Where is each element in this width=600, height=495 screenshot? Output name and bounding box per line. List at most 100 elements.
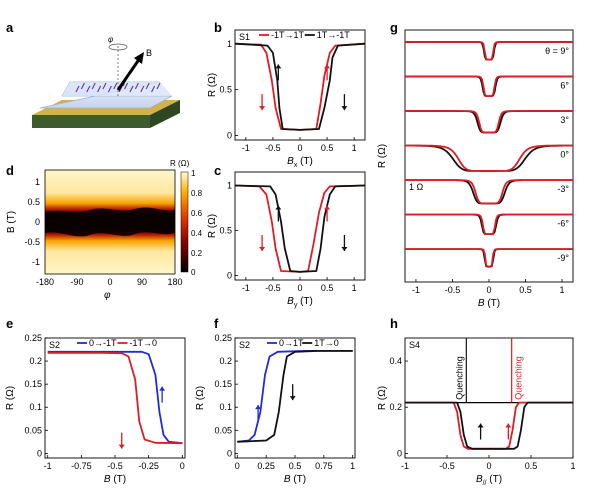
spin-arrow xyxy=(97,85,102,93)
angle-label: 6° xyxy=(560,81,569,91)
plot-frame xyxy=(234,171,366,281)
x-tick-label: -0.5 xyxy=(265,283,281,293)
sweep-arrowhead xyxy=(341,247,348,251)
x-tick-label: -1 xyxy=(242,143,250,153)
y-tick-label: 0 xyxy=(397,448,402,458)
legend-label: 1T→0 xyxy=(314,338,339,348)
series-line-black xyxy=(234,42,366,131)
angle-curve-red xyxy=(405,179,573,205)
x-tick-label: -0.5 xyxy=(265,143,281,153)
x-tick-label: 0.5 xyxy=(519,285,532,295)
spin-arrow xyxy=(102,82,107,90)
x-tick-label: 0 xyxy=(297,283,302,293)
sweep-arrowhead xyxy=(505,423,512,428)
sweep-arrowhead xyxy=(159,386,166,391)
sample-label: S2 xyxy=(239,340,250,350)
heatmap-ylabel: B (T) xyxy=(6,211,17,233)
y-axis-label: R (Ω) xyxy=(377,386,388,410)
colorbar-tick: 0.2 xyxy=(191,249,203,258)
spin-arrow xyxy=(80,82,85,90)
x-tick-label: 0 xyxy=(180,461,185,471)
x-tick-label: -1 xyxy=(44,461,52,471)
heatmap-ytick: 0.5 xyxy=(27,197,40,207)
angle-curve-red xyxy=(405,110,573,134)
sample-label: S4 xyxy=(409,340,420,350)
x-tick-label: 0.75 xyxy=(315,461,333,471)
field-label: B xyxy=(146,48,152,58)
x-tick-label: -0.5 xyxy=(445,285,461,295)
heatmap-ytick: -0.5 xyxy=(24,237,40,247)
sweep-arrowhead xyxy=(477,423,484,428)
y-tick-label: 1 xyxy=(227,39,232,49)
angle-label: -6° xyxy=(557,219,569,229)
sample-label: S1 xyxy=(239,32,250,42)
spin-arrow xyxy=(75,85,80,93)
spin-arrow xyxy=(145,82,150,90)
angle-label: 3° xyxy=(560,115,569,125)
spin-texture xyxy=(75,82,161,93)
y-axis-label: R (Ω) xyxy=(377,144,388,168)
angle-label: 0° xyxy=(560,150,569,160)
y-tick-label: 0.15 xyxy=(24,379,42,389)
x-axis-label: Bx (T) xyxy=(287,156,313,169)
angle-curve-red xyxy=(405,75,573,97)
y-tick-label: 0.2 xyxy=(29,356,42,366)
x-tick-label: 0.5 xyxy=(321,283,334,293)
y-tick-label: 0 xyxy=(227,448,232,458)
x-tick-label: 0 xyxy=(297,143,302,153)
sample-label: S2 xyxy=(49,340,60,350)
angle-curve-red xyxy=(405,248,573,268)
y-tick-label: 1 xyxy=(227,181,232,191)
y-tick-label: 0 xyxy=(37,448,42,458)
y-tick-label: 0.25 xyxy=(214,333,232,343)
x-tick-label: -0.5 xyxy=(439,461,455,471)
series-line-blue xyxy=(47,350,183,445)
y-tick-label: 0 xyxy=(227,130,232,140)
y-tick-label: 0.5 xyxy=(219,85,232,95)
y-tick-label: 0.5 xyxy=(219,226,232,236)
colorbar-label: R (Ω) xyxy=(170,159,190,168)
angle-curve-red xyxy=(405,144,573,172)
x-tick-label: 1 xyxy=(352,143,357,153)
spin-arrow xyxy=(151,85,156,93)
x-tick-label: 0.5 xyxy=(321,143,334,153)
spin-arrow xyxy=(113,82,118,90)
y-tick-label: 0.4 xyxy=(389,356,402,366)
heatmap-dark-band xyxy=(45,207,175,237)
heatmap-frame xyxy=(44,169,176,275)
y-tick-label: 0.05 xyxy=(214,425,232,435)
x-tick-label: -0.25 xyxy=(138,461,159,471)
sweep-arrowhead xyxy=(259,247,266,251)
spin-arrow xyxy=(86,85,91,93)
series-line-black xyxy=(237,350,353,443)
chart-panel-c: -1 -0.5 0 0.5 1 0 0.5 1 By (T) R (Ω) xyxy=(207,171,366,309)
plot-frame xyxy=(404,337,574,459)
x-tick-label: 1 xyxy=(560,285,565,295)
angle-label: -3° xyxy=(557,184,569,194)
sweep-arrowhead xyxy=(275,205,282,210)
y-axis-label: R (Ω) xyxy=(5,386,16,410)
panel-label-d: d xyxy=(6,163,14,178)
x-tick-label: 1 xyxy=(570,461,575,471)
substrate-right xyxy=(150,100,180,128)
x-tick-label: 1 xyxy=(352,283,357,293)
panel-label-a: a xyxy=(6,20,14,35)
phi-label: φ xyxy=(108,35,113,44)
x-tick-label: 0 xyxy=(486,285,491,295)
angle-label: -9° xyxy=(557,253,569,263)
chart-panel-b: -1 -0.5 0 0.5 1 0 0.5 1 Bx (T) R (Ω) S1 -1T→1T 1T→-1… xyxy=(207,29,366,169)
y-axis-label: R (Ω) xyxy=(207,214,218,238)
spin-arrow xyxy=(156,82,161,90)
panel-label-e: e xyxy=(6,316,13,331)
heatmap-xtick: -180 xyxy=(36,277,54,287)
plot-frame xyxy=(234,29,366,141)
scale-bar-label: 1 Ω xyxy=(409,182,424,192)
spin-arrow xyxy=(140,85,145,93)
x-tick-label: -1 xyxy=(242,283,250,293)
sweep-arrowhead xyxy=(255,405,262,410)
x-axis-label: By (T) xyxy=(287,296,313,309)
x-tick-label: 0 xyxy=(486,461,491,471)
plot-frame xyxy=(234,337,356,459)
spin-arrow xyxy=(129,85,134,93)
